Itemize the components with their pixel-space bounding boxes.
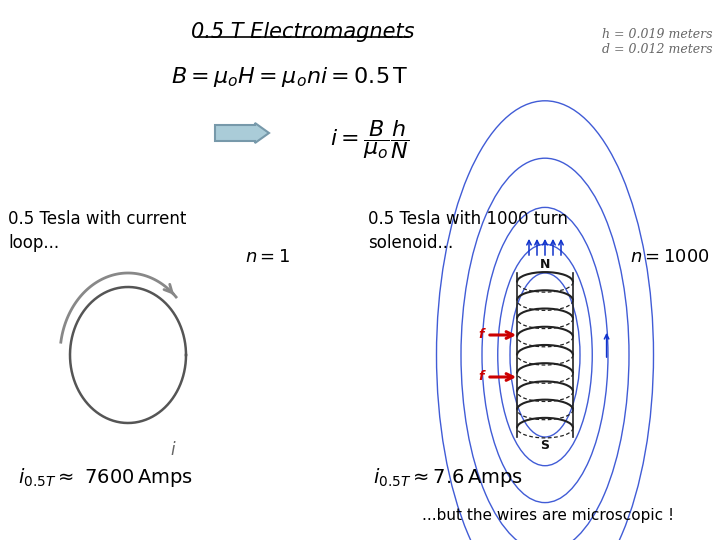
Text: f: f xyxy=(479,370,484,383)
Text: $i_{0.5T} \approx 7.6\,\mathrm{Amps}$: $i_{0.5T} \approx 7.6\,\mathrm{Amps}$ xyxy=(373,466,523,489)
Text: $n = 1000$: $n = 1000$ xyxy=(630,248,710,266)
Text: N: N xyxy=(540,258,550,271)
FancyArrow shape xyxy=(215,123,269,143)
Text: S: S xyxy=(541,439,549,452)
Text: 0.5 T Electromagnets: 0.5 T Electromagnets xyxy=(192,22,415,42)
Text: $i_{0.5T} \approx\ 7600\,\mathrm{Amps}$: $i_{0.5T} \approx\ 7600\,\mathrm{Amps}$ xyxy=(18,466,193,489)
Text: 0.5 Tesla with current
loop...: 0.5 Tesla with current loop... xyxy=(8,210,186,252)
Text: ...but the wires are microscopic !: ...but the wires are microscopic ! xyxy=(422,508,674,523)
Text: $i = \dfrac{B}{\mu_o}\dfrac{h}{N}$: $i = \dfrac{B}{\mu_o}\dfrac{h}{N}$ xyxy=(330,118,410,161)
Text: f: f xyxy=(479,328,484,341)
Text: $n = 1$: $n = 1$ xyxy=(245,248,290,266)
Text: h = 0.019 meters: h = 0.019 meters xyxy=(601,28,712,41)
Text: $B = \mu_o H = \mu_o ni = 0.5\,\mathrm{T}$: $B = \mu_o H = \mu_o ni = 0.5\,\mathrm{T… xyxy=(171,65,409,89)
Text: d = 0.012 meters: d = 0.012 meters xyxy=(601,43,712,56)
Text: 0.5 Tesla with 1000 turn
solenoid...: 0.5 Tesla with 1000 turn solenoid... xyxy=(368,210,568,252)
Text: $i$: $i$ xyxy=(170,441,176,459)
